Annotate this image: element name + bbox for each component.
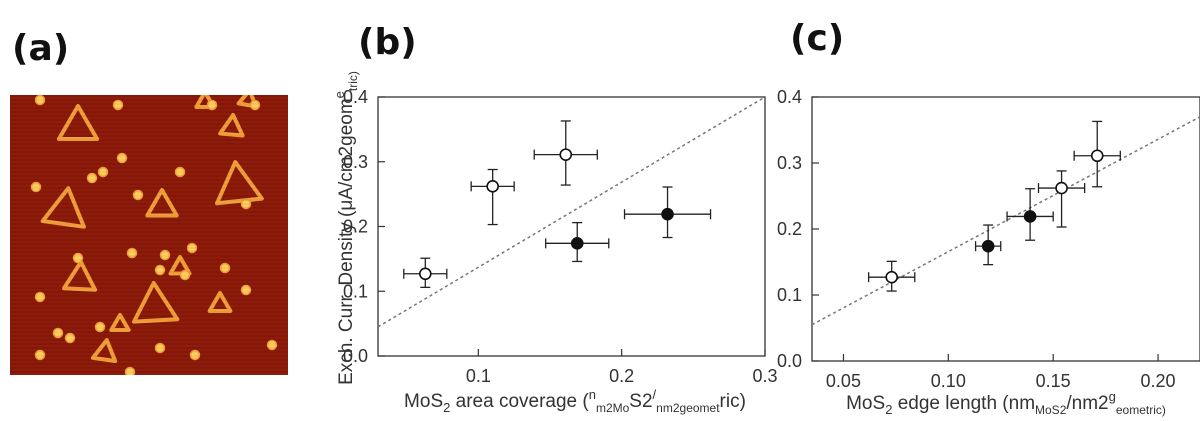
afm-particle <box>124 366 136 375</box>
afm-particle <box>186 242 198 254</box>
afm-triangle <box>236 95 258 109</box>
chart-c-y-tick-label: 0.4 <box>777 87 802 107</box>
afm-features <box>30 95 278 375</box>
afm-triangle <box>218 113 245 138</box>
afm-particle <box>240 198 252 210</box>
afm-triangle <box>109 313 131 332</box>
chart-b-y-tick-label: 0.4 <box>343 87 368 107</box>
afm-triangle <box>132 281 180 324</box>
afm-triangle <box>194 95 216 109</box>
chart-b-point <box>470 168 515 226</box>
afm-particle <box>219 262 231 274</box>
panel-label-c: (c) <box>790 18 845 59</box>
chart-b-x-tick-label: 0.3 <box>752 366 777 386</box>
chart-b-open-marker <box>559 148 573 161</box>
chart-b-x-tick-label: 0.2 <box>609 366 634 386</box>
afm-particle <box>30 181 42 193</box>
chart-c-y-tick-label: 0.3 <box>777 153 802 173</box>
afm-triangle <box>90 338 118 363</box>
afm-scan-lines <box>10 95 288 375</box>
afm-particle <box>179 269 191 281</box>
chart-b-y-tick-label: 0.2 <box>343 217 368 237</box>
afm-particle <box>94 321 106 333</box>
chart-b-point <box>533 120 598 186</box>
afm-particle <box>126 247 138 259</box>
afm-particle <box>52 327 64 339</box>
afm-particle <box>132 189 144 201</box>
afm-particle <box>154 264 166 276</box>
chart-c-point <box>1073 120 1121 188</box>
chart-b-open-marker <box>486 180 499 193</box>
chart-b-point <box>403 257 448 289</box>
chart-c-filled-marker <box>981 239 995 253</box>
afm-particle <box>249 99 261 111</box>
chart-b-filled-marker <box>661 207 674 221</box>
chart-c-y-tick-label: 0.1 <box>777 285 802 305</box>
chart-c-x-tick-label: 0.15 <box>1036 371 1071 391</box>
afm-particle <box>86 172 98 184</box>
chart-b-y-tick-label: 0.0 <box>343 346 368 366</box>
chart-c-x-tick-label: 0.05 <box>826 371 861 391</box>
chart-c-trend-line <box>811 116 1200 326</box>
afm-particle <box>266 339 278 351</box>
panel-label-b: (b) <box>358 22 417 63</box>
chart-b-y-tick-label: 0.1 <box>343 281 368 301</box>
afm-particle <box>240 284 252 296</box>
chart-c-y-tick-label: 0.0 <box>777 351 802 371</box>
panel-label-a: (a) <box>12 28 70 69</box>
afm-particle <box>206 99 218 111</box>
afm-triangle <box>40 186 86 229</box>
chart-c-open-marker <box>1090 149 1104 163</box>
chart-b-filled-marker <box>570 237 584 250</box>
afm-particle <box>159 249 171 261</box>
afm-triangle <box>62 260 98 292</box>
chart-b-point <box>623 186 712 239</box>
chart-c-point <box>974 224 1002 266</box>
chart-c-y-tick-label: 0.2 <box>777 219 802 239</box>
chart-c-x-tick-label: 0.20 <box>1141 371 1176 391</box>
afm-triangle <box>215 160 264 206</box>
chart-c-point <box>1006 188 1054 241</box>
afm-triangle <box>207 291 233 313</box>
chart-c-filled-marker <box>1023 210 1037 223</box>
chart-c-x-axis-title: MoS2 edge length (nmMoS2/nm2geometric) <box>846 389 1166 417</box>
chart-c-open-marker <box>1055 181 1068 195</box>
afm-triangle <box>56 104 100 141</box>
afm-particle <box>72 252 84 264</box>
chart-b-y-tick-label: 0.3 <box>343 152 368 172</box>
afm-particle <box>154 342 166 354</box>
afm-particle <box>34 95 46 106</box>
chart-b-x-tick-label: 0.1 <box>466 366 491 386</box>
afm-image <box>10 95 288 375</box>
chart-b-y-axis-title: Exch. Curr. Density (μA/cm2geometric) <box>332 71 360 385</box>
chart-c-open-marker <box>885 270 898 284</box>
afm-particle <box>174 166 186 178</box>
afm-particle <box>64 332 76 344</box>
chart-c-point <box>867 260 916 292</box>
afm-particle <box>97 166 109 178</box>
chart-b-point <box>545 221 610 263</box>
afm-triangle <box>145 188 179 218</box>
chart-c-plot-frame <box>811 96 1200 362</box>
afm-particle <box>189 349 201 361</box>
afm-particle <box>112 99 124 111</box>
afm-particle <box>34 349 46 361</box>
afm-particle <box>116 152 128 164</box>
chart-b-open-marker <box>418 267 432 281</box>
chart-c-x-tick-label: 0.10 <box>931 371 966 391</box>
afm-particle <box>34 291 46 303</box>
chart-b-x-axis-title: MoS2 area coverage (nm2MoS2/nm2geometric… <box>404 387 746 415</box>
chart-c-point <box>1037 170 1086 228</box>
